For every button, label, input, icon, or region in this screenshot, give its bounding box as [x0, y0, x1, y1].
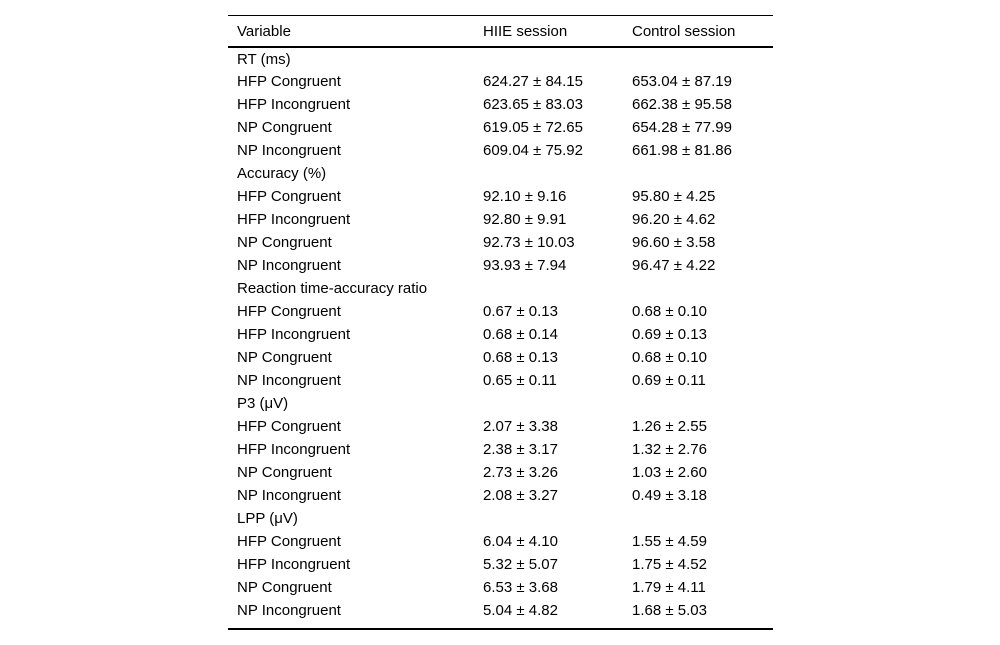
row-label: NP Incongruent	[237, 372, 341, 389]
row-label: HFP Congruent	[237, 73, 341, 90]
session-comparison-table: Variable HIIE session Control session RT…	[228, 16, 773, 622]
control-session-value: 1.55 ± 4.59	[632, 533, 707, 550]
control-session-value: 1.79 ± 4.11	[632, 579, 706, 596]
hiie-session-value: 93.93 ± 7.94	[483, 257, 567, 274]
hiie-session-value: 2.73 ± 3.26	[483, 464, 558, 481]
control-session-value: 1.75 ± 4.52	[632, 556, 707, 573]
table-row: NP Incongruent 5.04 ± 4.82 1.68 ± 5.03	[228, 599, 773, 622]
row-label: HFP Congruent	[237, 418, 341, 435]
control-session-value: 96.60 ± 3.58	[632, 234, 716, 251]
table-row: HFP Congruent 0.67 ± 0.13 0.68 ± 0.10	[228, 300, 773, 323]
table-row: NP Congruent 92.73 ± 10.03 96.60 ± 3.58	[228, 231, 773, 254]
table-body: RT (ms) HFP Congruent 624.27 ± 84.15 653.04…	[228, 47, 773, 622]
row-label: HFP Incongruent	[237, 211, 351, 228]
table-row: NP Incongruent 0.65 ± 0.11 0.69 ± 0.11	[228, 369, 773, 392]
control-session-value: 0.68 ± 0.10	[632, 349, 707, 366]
row-label: NP Incongruent	[237, 602, 341, 619]
row-label: HFP Congruent	[237, 188, 341, 205]
row-label: HFP Congruent	[237, 533, 341, 550]
row-label: NP Incongruent	[237, 142, 341, 159]
row-label: HFP Congruent	[237, 303, 341, 320]
control-session-value: 95.80 ± 4.25	[632, 188, 716, 205]
row-label: HFP Incongruent	[237, 556, 351, 573]
row-label: NP Congruent	[237, 579, 332, 596]
control-session-value: 96.20 ± 4.62	[632, 211, 716, 228]
hiie-session-value: 6.04 ± 4.10	[483, 533, 558, 550]
section-header: P3 (μV)	[237, 395, 289, 412]
row-label: NP Congruent	[237, 234, 332, 251]
row-label: NP Congruent	[237, 119, 332, 136]
results-table: Variable HIIE session Control session RT…	[228, 15, 773, 630]
control-session-value: 662.38 ± 95.58	[632, 96, 732, 113]
table-header: Variable HIIE session Control session	[228, 16, 773, 47]
table-row: NP Incongruent 93.93 ± 7.94 96.47 ± 4.22	[228, 254, 773, 277]
table-row: HFP Incongruent 623.65 ± 83.03 662.38 ± 95…	[228, 93, 773, 116]
section-header-row: P3 (μV)	[228, 392, 773, 415]
table-row: HFP Congruent 2.07 ± 3.38 1.26 ± 2.55	[228, 415, 773, 438]
column-header-hiie-session: HIIE session	[483, 22, 568, 40]
row-label: HFP Incongruent	[237, 326, 351, 343]
section-header: Accuracy (%)	[237, 165, 327, 182]
control-session-value: 1.32 ± 2.76	[632, 441, 707, 458]
column-header-variable: Variable	[237, 22, 291, 40]
table-row: NP Congruent 6.53 ± 3.68 1.79 ± 4.11	[228, 576, 773, 599]
hiie-session-value: 2.08 ± 3.27	[483, 487, 558, 504]
row-label: HFP Incongruent	[237, 441, 351, 458]
table-row: NP Congruent 619.05 ± 72.65 654.28 ± 77.99	[228, 116, 773, 139]
hiie-session-value: 92.80 ± 9.91	[483, 211, 567, 228]
control-session-value: 0.49 ± 3.18	[632, 487, 707, 504]
row-label: NP Incongruent	[237, 257, 341, 274]
row-label: NP Congruent	[237, 349, 332, 366]
hiie-session-value: 2.38 ± 3.17	[483, 441, 558, 458]
control-session-value: 1.26 ± 2.55	[632, 418, 707, 435]
table-row: HFP Congruent 624.27 ± 84.15 653.04 ± 87.1…	[228, 70, 773, 93]
column-header-control-session: Control session	[632, 22, 736, 40]
row-label: NP Incongruent	[237, 487, 341, 504]
hiie-session-value: 624.27 ± 84.15	[483, 73, 583, 90]
hiie-session-value: 0.68 ± 0.14	[483, 326, 558, 343]
control-session-value: 654.28 ± 77.99	[632, 119, 732, 136]
hiie-session-value: 2.07 ± 3.38	[483, 418, 558, 435]
hiie-session-value: 623.65 ± 83.03	[483, 96, 583, 113]
section-header-row: Reaction time-accuracy ratio	[228, 277, 773, 300]
control-session-value: 653.04 ± 87.19	[632, 73, 732, 90]
hiie-session-value: 609.04 ± 75.92	[483, 142, 583, 159]
hiie-session-value: 0.67 ± 0.13	[483, 303, 558, 320]
table-row: HFP Congruent 6.04 ± 4.10 1.55 ± 4.59	[228, 530, 773, 553]
table-row: NP Congruent 0.68 ± 0.13 0.68 ± 0.10	[228, 346, 773, 369]
hiie-session-value: 92.10 ± 9.16	[483, 188, 567, 205]
header-row: Variable HIIE session Control session	[228, 16, 773, 47]
table-row: HFP Incongruent 0.68 ± 0.14 0.69 ± 0.13	[228, 323, 773, 346]
hiie-session-value: 0.65 ± 0.11	[483, 372, 557, 389]
table-row: HFP Incongruent 92.80 ± 9.91 96.20 ± 4.62	[228, 208, 773, 231]
hiie-session-value: 0.68 ± 0.13	[483, 349, 558, 366]
table-row: NP Incongruent 2.08 ± 3.27 0.49 ± 3.18	[228, 484, 773, 507]
control-session-value: 0.68 ± 0.10	[632, 303, 707, 320]
table-row: NP Incongruent 609.04 ± 75.92 661.98 ± 81.…	[228, 139, 773, 162]
table-row: HFP Incongruent 2.38 ± 3.17 1.32 ± 2.76	[228, 438, 773, 461]
section-header-row: Accuracy (%)	[228, 162, 773, 185]
control-session-value: 96.47 ± 4.22	[632, 257, 716, 274]
control-session-value: 0.69 ± 0.11	[632, 372, 706, 389]
section-header: LPP (μV)	[237, 510, 298, 527]
row-label: NP Congruent	[237, 464, 332, 481]
section-header: Reaction time-accuracy ratio	[237, 280, 428, 297]
table-row: HFP Congruent 92.10 ± 9.16 95.80 ± 4.25	[228, 185, 773, 208]
hiie-session-value: 6.53 ± 3.68	[483, 579, 558, 596]
hiie-session-value: 5.32 ± 5.07	[483, 556, 558, 573]
control-session-value: 0.69 ± 0.13	[632, 326, 707, 343]
section-header-row: RT (ms)	[228, 47, 773, 70]
control-session-value: 1.68 ± 5.03	[632, 602, 707, 619]
section-header-row: LPP (μV)	[228, 507, 773, 530]
hiie-session-value: 619.05 ± 72.65	[483, 119, 583, 136]
control-session-value: 661.98 ± 81.86	[632, 142, 732, 159]
section-header: RT (ms)	[237, 50, 291, 68]
control-session-value: 1.03 ± 2.60	[632, 464, 707, 481]
hiie-session-value: 92.73 ± 10.03	[483, 234, 575, 251]
table-row: HFP Incongruent 5.32 ± 5.07 1.75 ± 4.52	[228, 553, 773, 576]
hiie-session-value: 5.04 ± 4.82	[483, 602, 558, 619]
table-row: NP Congruent 2.73 ± 3.26 1.03 ± 2.60	[228, 461, 773, 484]
row-label: HFP Incongruent	[237, 96, 351, 113]
